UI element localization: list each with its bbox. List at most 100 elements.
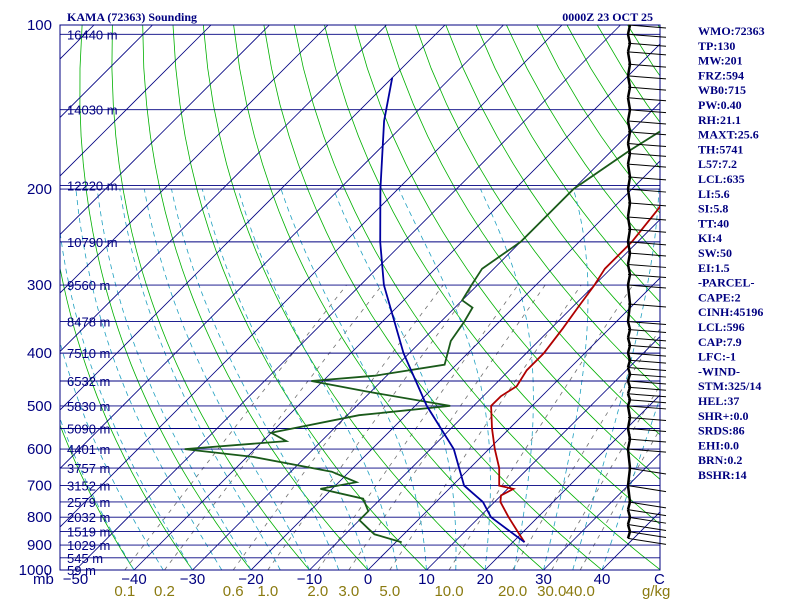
wind-barb [627,352,667,357]
dry-adiabat [506,25,660,259]
wind-barb [627,373,667,378]
pressure-tick-label: 800 [27,509,52,526]
wind-barb-staff [626,467,632,486]
wind-barb [627,188,667,193]
mixing-ratio-unit-label: g/kg [642,583,670,600]
wind-barb-staff [626,386,632,395]
wind-barb-staff [626,485,632,503]
wind-barb-staff [626,367,632,375]
wind-barb [627,202,667,207]
index-item: -WIND- [698,364,740,378]
wind-barb-staff [626,284,632,305]
wind-barb-staff [626,373,632,382]
chart-series [184,77,660,544]
temperature-tick-label: 0 [364,571,372,588]
temperature-tick-label: −20 [238,571,263,588]
wind-barb-staff [626,438,632,450]
temperature-tick-label: 20 [477,571,494,588]
index-item: CINH:45196 [698,305,763,319]
isotherm-line [60,25,153,119]
wind-barb-staff [626,120,632,132]
moist-adiabat [96,189,252,570]
height-label: 59 m [67,563,96,578]
mixing-ratio-label: 2.0 [307,583,328,600]
index-item: HEL:37 [698,394,739,408]
mixing-ratio-line [448,284,634,570]
isotherm-line [426,335,660,570]
pressure-tick-label: 200 [27,181,52,198]
wind-barb [627,501,667,509]
dry-adiabat [263,25,603,570]
wind-barb-staff [626,51,632,65]
wind-barb-staff [626,252,632,265]
wind-barb [627,516,667,524]
wind-barb-staff [626,524,632,532]
isotherm-line [60,25,446,411]
height-label: 5830 m [67,399,110,414]
moist-adiabat [171,189,340,570]
pressure-tick-label: 900 [27,537,52,554]
pressure-tick-label: 500 [27,398,52,415]
wind-barb-staff [626,509,632,518]
wind-barb-staff [626,417,632,429]
wind-barb [627,344,667,349]
chart-background-lines [59,24,800,571]
chart-title-time: 0000Z 23 OCT 25 [562,10,653,24]
index-item: PW:0.40 [698,98,742,112]
isotherm-line [60,25,563,528]
dry-adiabat [233,25,544,570]
wind-barb [627,75,667,80]
wind-barb-staff [626,399,632,407]
dry-adiabat [475,25,660,303]
index-item: SW:50 [698,246,732,260]
wind-barb [627,416,667,421]
wind-barb [627,24,667,29]
wind-barb [627,284,667,289]
indices-panel: WMO:72363TP:130MW:201FRZ:594WB0:715PW:0.… [698,24,765,482]
mixing-ratio-label: 30.0 [537,583,566,600]
isotherm-line [75,25,621,570]
wind-barb [627,537,667,545]
plot-area [60,25,800,570]
wind-barb [627,405,667,410]
wind-barb-staff [626,229,632,243]
wind-barb [627,163,667,168]
wind-barb-staff [626,531,632,539]
dewpoint-line [184,130,660,544]
wind-barb [627,176,667,181]
height-label: 5090 m [67,421,110,436]
height-label: 2032 m [67,510,110,525]
index-item: FRZ:594 [698,68,744,82]
height-label: 14030 m [67,103,118,118]
wind-barb-staff [626,501,632,510]
dry-adiabat [111,25,310,570]
height-label: 2579 m [67,495,110,510]
wind-barb-staff [626,337,632,346]
index-item: LCL:596 [698,320,745,334]
index-item: BSHR:14 [698,468,747,482]
wind-barb-staff [626,163,632,178]
wind-barb [627,328,667,333]
wind-barb [627,241,667,246]
mixing-ratio-label: 0.2 [154,583,175,600]
wind-barb [627,228,667,233]
wind-barb [627,467,667,475]
index-item: TP:130 [698,39,735,53]
height-label: 3757 m [67,461,110,476]
wind-barb [627,51,667,56]
height-label: 1029 m [67,538,110,553]
dry-adiabat [749,25,800,570]
wind-barb-staff [626,321,632,330]
index-item: L57:7.2 [698,157,737,171]
dry-adiabat [445,25,660,347]
isotherm-line [309,218,660,570]
mixing-ratio-line [232,284,444,570]
wind-barb-staff [626,428,632,440]
height-label: 9560 m [67,278,110,293]
wind-barb [627,485,667,493]
isotherm-line [133,43,660,570]
index-item: EI:1.5 [698,261,730,275]
temperature-line [490,204,660,543]
index-item: LFC:-1 [698,350,736,364]
wind-barb-staff [626,34,632,44]
